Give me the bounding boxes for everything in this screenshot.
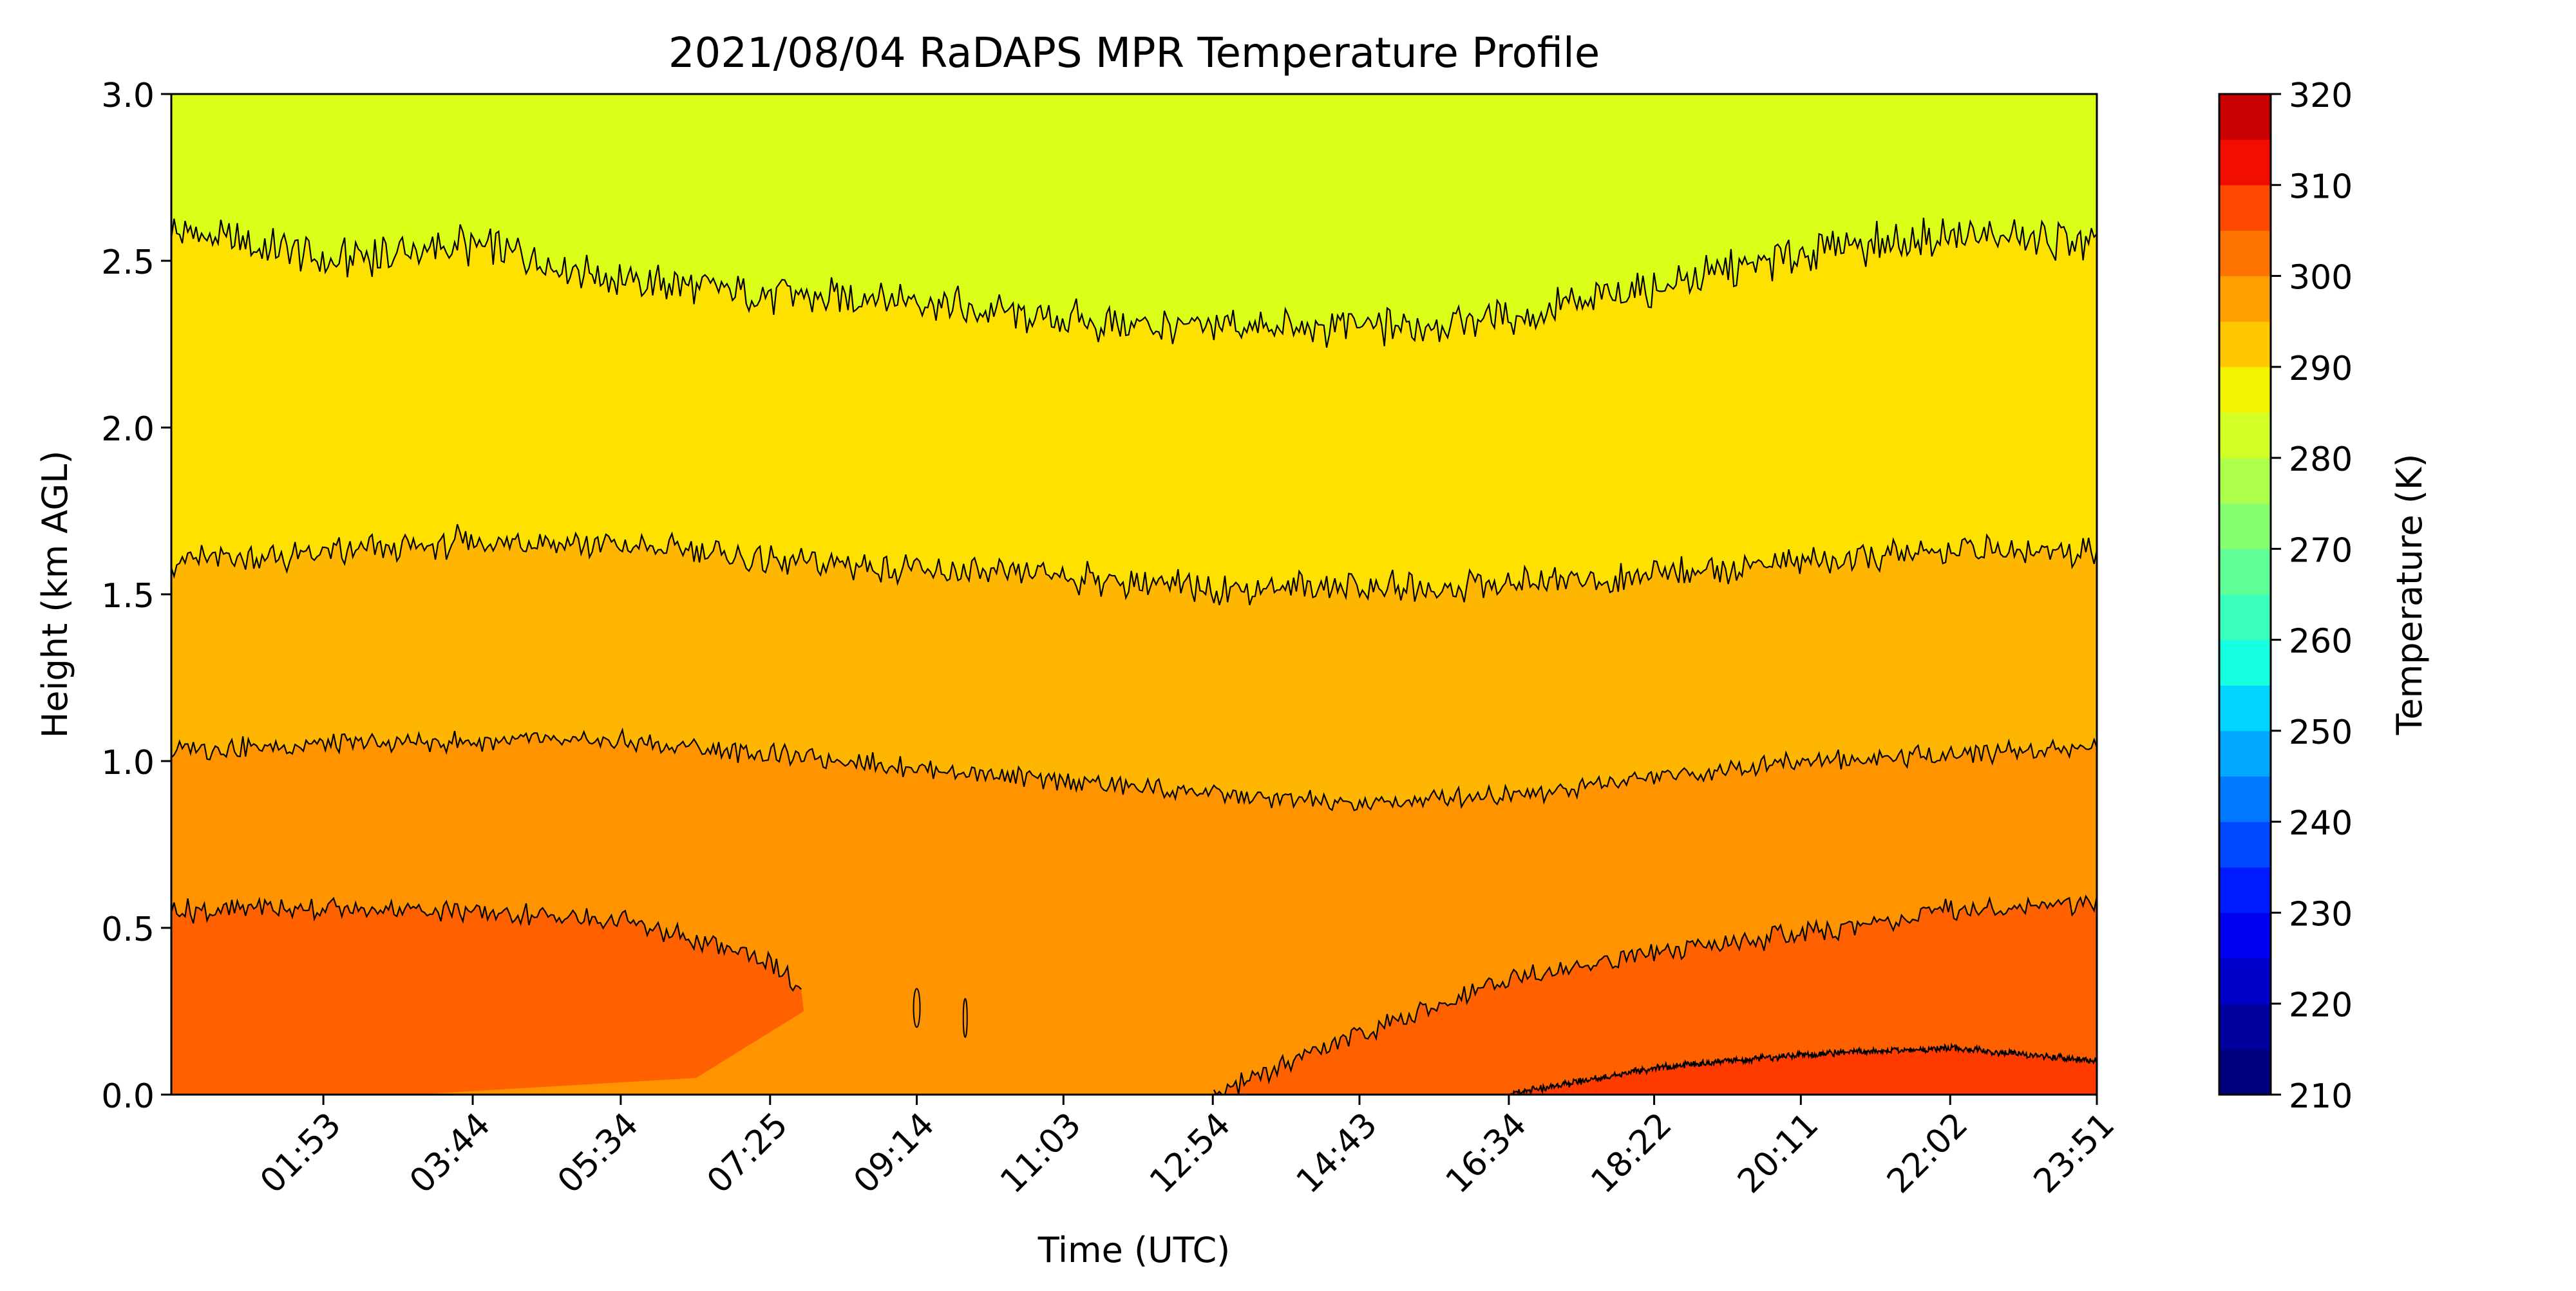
y-tick-label: 0.0 — [101, 1077, 155, 1116]
x-tick-label: 23:51 — [2027, 1106, 2122, 1201]
colorbar-tick-label: 230 — [2289, 895, 2353, 934]
colorbar-tick-label: 320 — [2289, 77, 2353, 115]
colorbar-segment — [2219, 549, 2271, 595]
colorbar-tick-label: 280 — [2289, 440, 2353, 479]
colorbar-tick-label: 300 — [2289, 259, 2353, 297]
colorbar-tick-label: 310 — [2289, 167, 2353, 206]
colorbar-segment — [2219, 730, 2271, 777]
colorbar-frame — [2218, 93, 2272, 1096]
colorbar-segment — [2219, 867, 2271, 913]
contour-islet-2 — [962, 997, 968, 1038]
colorbar-tick-label: 260 — [2289, 623, 2353, 661]
x-tick-label: 07:25 — [700, 1106, 795, 1201]
colorbar-segment — [2219, 94, 2271, 140]
band-300-305-morning — [171, 898, 804, 1095]
y-tick-label: 2.5 — [101, 243, 155, 282]
colorbar-segment — [2219, 230, 2271, 277]
y-tick-label: 2.0 — [101, 410, 155, 449]
colorbar-segment — [2219, 503, 2271, 549]
colorbar-segment — [2219, 685, 2271, 731]
colorbar-segment — [2219, 412, 2271, 458]
colorbar — [2219, 94, 2271, 1095]
x-tick-label: 14:43 — [1289, 1106, 1385, 1201]
colorbar-segment — [2219, 276, 2271, 322]
colorbar-segment — [2219, 912, 2271, 959]
colorbar-segment — [2219, 185, 2271, 231]
band-300-305-afternoon — [1213, 896, 2097, 1095]
colorbar-tick-label: 240 — [2289, 804, 2353, 843]
x-tick-label: 12:54 — [1142, 1106, 1238, 1201]
x-tick-label: 18:22 — [1584, 1106, 1679, 1201]
contour-islet-1 — [913, 988, 921, 1028]
y-tick-label: 1.0 — [101, 744, 155, 782]
colorbar-tick-label: 250 — [2289, 713, 2353, 752]
colorbar-tick-label: 210 — [2289, 1077, 2353, 1116]
contour-300 — [1508, 1042, 2097, 1095]
x-tick-label: 05:34 — [551, 1106, 646, 1201]
colorbar-label: Temperature (K) — [2389, 454, 2430, 736]
x-axis-label: Time (UTC) — [1037, 1230, 1231, 1270]
colorbar-segment — [2219, 1049, 2271, 1095]
contour-295-morning — [171, 896, 802, 992]
colorbar-tick-label: 290 — [2289, 350, 2353, 388]
colorbar-tick-label: 220 — [2289, 986, 2353, 1025]
colorbar-segment — [2219, 594, 2271, 641]
x-tick-label: 01:53 — [253, 1106, 348, 1201]
colorbar-segment — [2219, 958, 2271, 1004]
x-tick-label: 16:34 — [1439, 1106, 1534, 1201]
colorbar-segment — [2219, 139, 2271, 185]
y-tick-label: 1.5 — [101, 577, 155, 616]
chart-title: 2021/08/04 RaDAPS MPR Temperature Profil… — [668, 30, 1600, 77]
colorbar-tick-label: 270 — [2289, 531, 2353, 570]
colorbar-segment — [2219, 366, 2271, 413]
colorbar-segment — [2219, 458, 2271, 504]
x-tick-label: 22:02 — [1880, 1106, 1975, 1201]
colorbar-segment — [2219, 776, 2271, 822]
x-tick-label: 09:14 — [846, 1106, 942, 1201]
y-tick-label: 0.5 — [101, 910, 155, 949]
plot-area — [171, 94, 2097, 1095]
y-tick-label: 3.0 — [101, 77, 155, 115]
contour-280 — [171, 218, 2097, 348]
contour-295-afternoon — [1213, 894, 2097, 1095]
band-305-310 — [1508, 1044, 2097, 1095]
colorbar-segment — [2219, 321, 2271, 368]
contour-290 — [171, 727, 2097, 811]
colorbar-segment — [2219, 822, 2271, 868]
contour-285 — [171, 523, 2097, 606]
x-tick-label: 20:11 — [1730, 1106, 1826, 1201]
y-axis-label: Height (km AGL) — [35, 451, 75, 739]
colorbar-segment — [2219, 639, 2271, 686]
colorbar-segment — [2219, 1003, 2271, 1050]
x-tick-label: 03:44 — [402, 1106, 498, 1201]
x-tick-label: 11:03 — [993, 1106, 1088, 1201]
